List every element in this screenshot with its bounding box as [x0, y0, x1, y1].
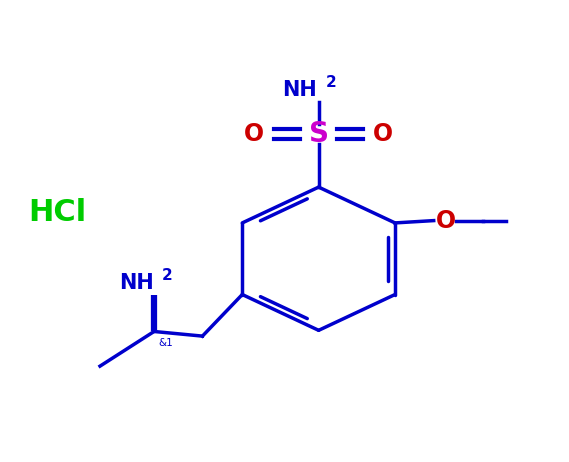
- Text: NH: NH: [282, 80, 317, 100]
- Text: HCl: HCl: [28, 198, 86, 227]
- Text: O: O: [373, 122, 393, 146]
- Text: O: O: [244, 122, 265, 146]
- Text: O: O: [436, 209, 456, 232]
- Text: 2: 2: [326, 75, 336, 90]
- Text: &1: &1: [158, 338, 173, 348]
- Text: S: S: [308, 120, 329, 148]
- Text: 2: 2: [162, 268, 172, 283]
- Text: NH: NH: [119, 273, 154, 293]
